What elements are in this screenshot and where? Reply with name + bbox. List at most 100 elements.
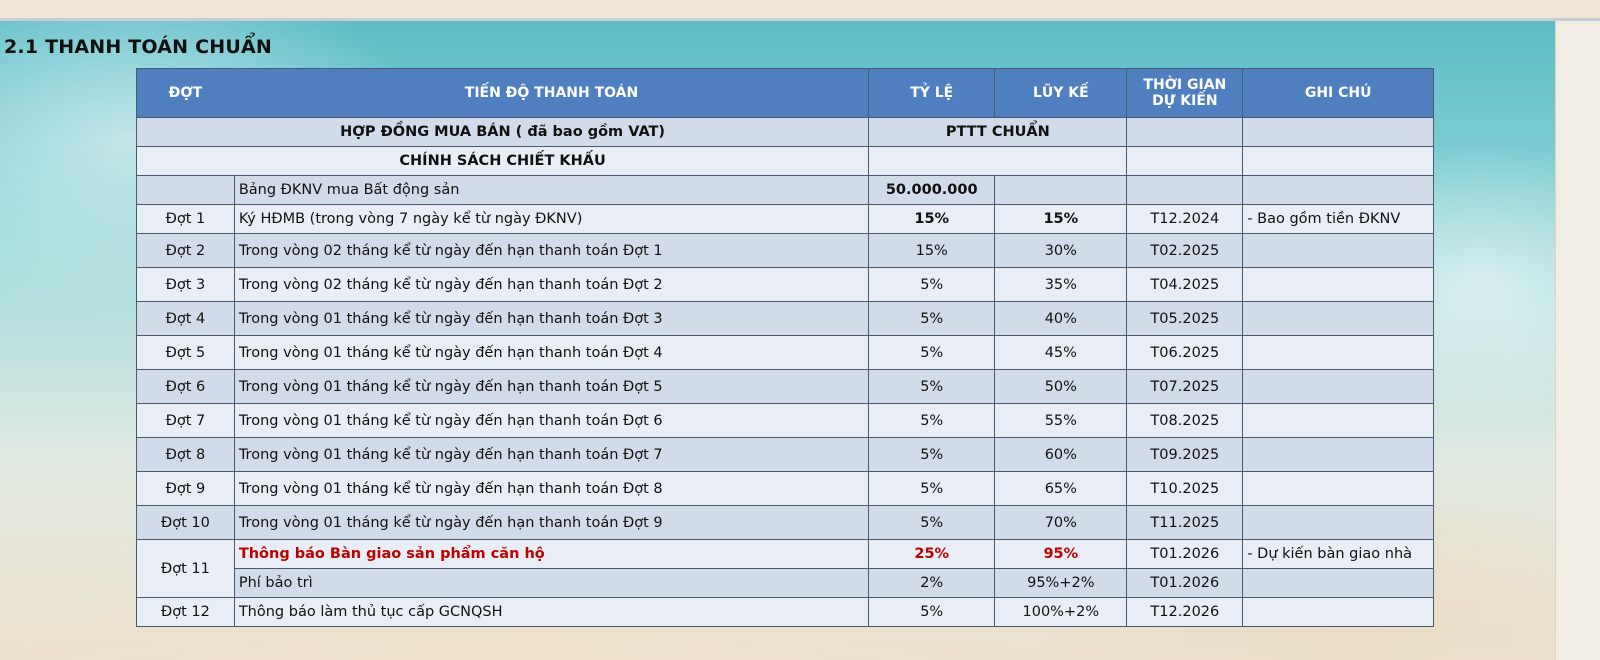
desc-cell: Thông báo Bàn giao sản phẩm căn hộ xyxy=(233,539,870,569)
header-tien-do: TIẾN ĐỘ THANH TOÁN xyxy=(233,68,870,118)
time-cell: T08.2025 xyxy=(1126,403,1244,438)
dot-cell: Đợt 5 xyxy=(136,335,235,370)
note-cell xyxy=(1242,505,1434,540)
deposit-row: Bảng ĐKNV mua Bất động sản 50.000.000 xyxy=(136,175,1434,205)
note-cell xyxy=(1242,335,1434,370)
empty-cell xyxy=(1242,175,1434,205)
time-cell: T12.2026 xyxy=(1126,597,1244,627)
time-cell: T05.2025 xyxy=(1126,301,1244,336)
note-cell xyxy=(1242,267,1434,302)
note-cell xyxy=(1242,437,1434,472)
ty-le-cell: 5% xyxy=(868,301,996,336)
note-cell xyxy=(1242,568,1434,598)
note-cell xyxy=(1242,403,1434,438)
payment-row-dot-10: Đợt 10 Trong vòng 01 tháng kể từ ngày đế… xyxy=(136,505,1434,540)
payment-row-dot-11-maintenance: Phí bảo trì 2% 95%+2% T01.2026 xyxy=(137,568,1434,598)
contract-value: PTTT CHUẨN xyxy=(868,117,1128,147)
contract-row: HỢP ĐỒNG MUA BÁN ( đã bao gồm VAT) PTTT … xyxy=(135,117,1434,147)
desc-cell: Trong vòng 01 tháng kể từ ngày đến hạn t… xyxy=(233,403,870,438)
desc-cell: Trong vòng 01 tháng kể từ ngày đến hạn t… xyxy=(233,301,870,336)
ty-le-cell: 5% xyxy=(868,505,996,540)
empty-cell xyxy=(868,146,1128,176)
empty-cell xyxy=(1126,146,1244,176)
header-ghi-chu: GHI CHÚ xyxy=(1242,68,1434,118)
deposit-amount: 50.000.000 xyxy=(868,175,996,205)
dot-cell: Đợt 6 xyxy=(136,369,235,404)
desc-cell: Phí bảo trì xyxy=(233,568,870,598)
time-cell: T11.2025 xyxy=(1126,505,1244,540)
ty-le-cell: 5% xyxy=(868,403,996,438)
empty-cell xyxy=(994,175,1128,205)
dot-cell: Đợt 10 xyxy=(136,505,235,540)
payment-row-dot-7: Đợt 7 Trong vòng 01 tháng kể từ ngày đến… xyxy=(136,403,1434,438)
luy-ke-cell: 35% xyxy=(994,267,1128,302)
top-bar xyxy=(0,0,1600,21)
payment-row-dot-2: Đợt 2 Trong vòng 02 tháng kể từ ngày đến… xyxy=(136,233,1434,268)
note-cell xyxy=(1242,233,1434,268)
dot-cell: Đợt 1 xyxy=(136,204,235,234)
payment-row-dot-8: Đợt 8 Trong vòng 01 tháng kể từ ngày đến… xyxy=(136,437,1434,472)
luy-ke-cell: 95%+2% xyxy=(994,568,1128,598)
time-cell: T02.2025 xyxy=(1126,233,1244,268)
header-row: ĐỢT TIẾN ĐỘ THANH TOÁN TỶ LỆ LŨY KẾ THỜI… xyxy=(136,68,1434,118)
time-cell: T07.2025 xyxy=(1126,369,1244,404)
note-cell: - Dự kiến bàn giao nhà xyxy=(1242,539,1434,569)
luy-ke-cell: 95% xyxy=(994,539,1128,569)
section-title: 2.1 THANH TOÁN CHUẨN xyxy=(4,36,272,58)
note-cell xyxy=(1242,301,1434,336)
note-cell: - Bao gồm tiền ĐKNV xyxy=(1242,204,1434,234)
empty-cell xyxy=(136,175,235,205)
desc-cell: Trong vòng 01 tháng kể từ ngày đến hạn t… xyxy=(233,505,870,540)
luy-ke-cell: 60% xyxy=(994,437,1128,472)
ty-le-cell: 5% xyxy=(868,437,996,472)
dot-cell: Đợt 7 xyxy=(136,403,235,438)
ty-le-cell: 15% xyxy=(868,233,996,268)
payment-row-dot-5: Đợt 5 Trong vòng 01 tháng kể từ ngày đến… xyxy=(136,335,1434,370)
desc-cell: Trong vòng 02 tháng kể từ ngày đến hạn t… xyxy=(233,233,870,268)
desc-cell: Trong vòng 02 tháng kể từ ngày đến hạn t… xyxy=(233,267,870,302)
time-cell: T04.2025 xyxy=(1126,267,1244,302)
time-cell: T06.2025 xyxy=(1126,335,1244,370)
dot-cell: Đợt 12 xyxy=(136,597,235,627)
right-scroll-strip xyxy=(1555,21,1600,660)
luy-ke-cell: 70% xyxy=(994,505,1128,540)
deposit-label: Bảng ĐKNV mua Bất động sản xyxy=(233,175,870,205)
header-luy-ke: LŨY KẾ xyxy=(994,68,1128,118)
dot-cell: Đợt 2 xyxy=(136,233,235,268)
contract-label: HỢP ĐỒNG MUA BÁN ( đã bao gồm VAT) xyxy=(135,117,870,147)
payment-schedule-table: ĐỢT TIẾN ĐỘ THANH TOÁN TỶ LỆ LŨY KẾ THỜI… xyxy=(135,68,1434,627)
dot-cell: Đợt 11 xyxy=(136,539,235,598)
time-cell: T09.2025 xyxy=(1126,437,1244,472)
ty-le-cell: 5% xyxy=(868,369,996,404)
time-cell: T10.2025 xyxy=(1126,471,1244,506)
dot-cell: Đợt 9 xyxy=(136,471,235,506)
desc-cell: Thông báo làm thủ tục cấp GCNQSH xyxy=(233,597,870,627)
discount-row: CHÍNH SÁCH CHIẾT KHẤU xyxy=(135,146,1434,176)
time-cell: T01.2026 xyxy=(1126,539,1244,569)
ty-le-cell: 2% xyxy=(868,568,996,598)
luy-ke-cell: 45% xyxy=(994,335,1128,370)
note-cell xyxy=(1242,369,1434,404)
header-ty-le: TỶ LỆ xyxy=(868,68,996,118)
payment-row-dot-4: Đợt 4 Trong vòng 01 tháng kể từ ngày đến… xyxy=(136,301,1434,336)
dot-cell: Đợt 4 xyxy=(136,301,235,336)
luy-ke-cell: 40% xyxy=(994,301,1128,336)
luy-ke-cell: 15% xyxy=(994,204,1128,234)
luy-ke-cell: 55% xyxy=(994,403,1128,438)
time-cell: T12.2024 xyxy=(1126,204,1244,234)
dot-cell: Đợt 3 xyxy=(136,267,235,302)
ty-le-cell: 5% xyxy=(868,267,996,302)
desc-cell: Trong vòng 01 tháng kể từ ngày đến hạn t… xyxy=(233,471,870,506)
header-thoi-gian: THỜI GIAN DỰ KIẾN xyxy=(1126,68,1244,118)
payment-row-dot-1: Đợt 1 Ký HĐMB (trong vòng 7 ngày kể từ n… xyxy=(136,204,1434,234)
ty-le-cell: 5% xyxy=(868,335,996,370)
ty-le-cell: 25% xyxy=(868,539,996,569)
ty-le-cell: 5% xyxy=(868,471,996,506)
note-cell xyxy=(1242,471,1434,506)
payment-row-dot-6: Đợt 6 Trong vòng 01 tháng kể từ ngày đến… xyxy=(136,369,1434,404)
discount-label: CHÍNH SÁCH CHIẾT KHẤU xyxy=(135,146,870,176)
luy-ke-cell: 100%+2% xyxy=(994,597,1128,627)
header-dot: ĐỢT xyxy=(136,68,235,118)
desc-cell: Trong vòng 01 tháng kể từ ngày đến hạn t… xyxy=(233,335,870,370)
desc-cell: Trong vòng 01 tháng kể từ ngày đến hạn t… xyxy=(233,437,870,472)
